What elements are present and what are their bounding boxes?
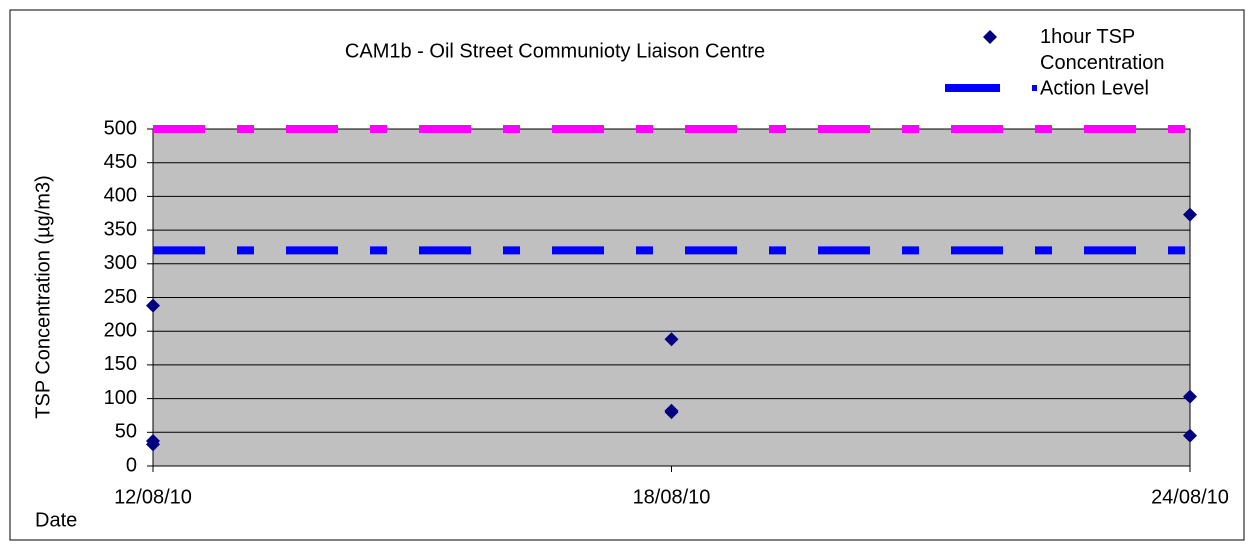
- x-tick-label: 24/08/10: [1151, 486, 1229, 508]
- point: [1183, 428, 1197, 443]
- point: [1183, 389, 1197, 404]
- y-tick-label: 0: [126, 454, 137, 476]
- x-axis-label: Date: [35, 509, 77, 531]
- y-tick-label: 100: [104, 387, 137, 409]
- point: [664, 332, 679, 347]
- point: [146, 298, 160, 313]
- x-tick-label: 12/08/10: [114, 486, 192, 508]
- legend-label: 1hour TSP Concentration: [1040, 26, 1165, 74]
- y-tick-label: 250: [104, 286, 137, 308]
- y-tick-label: 300: [104, 252, 137, 274]
- point: [664, 405, 679, 420]
- x-tick-label: 18/08/10: [633, 486, 711, 508]
- y-tick-label: 400: [104, 185, 137, 207]
- point: [1183, 207, 1197, 222]
- chart-title: CAM1b - Oil Street Communioty Liaison Ce…: [345, 40, 765, 62]
- legend-swatch-dot: [1032, 85, 1037, 91]
- y-tick-label: 350: [104, 218, 137, 240]
- y-tick-label: 200: [104, 319, 137, 341]
- y-tick-label: 50: [115, 421, 137, 443]
- y-tick-label: 150: [104, 353, 137, 375]
- y-axis-label: TSP Concentration (µg/m3): [32, 175, 54, 418]
- point: [146, 437, 160, 452]
- y-tick-label: 500: [104, 117, 137, 139]
- y-tick-label: 450: [104, 151, 137, 173]
- legend-label: Action Level: [1040, 77, 1149, 99]
- legend-marker: [983, 30, 997, 44]
